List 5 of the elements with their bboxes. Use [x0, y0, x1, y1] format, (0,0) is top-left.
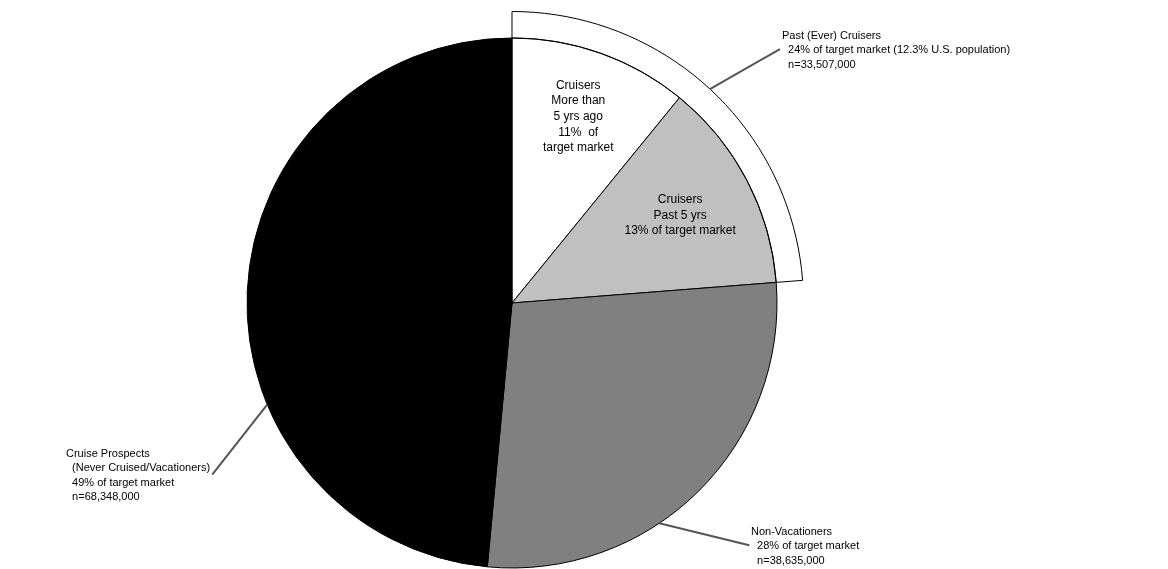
slice-label: Cruise Prospects (Never Cruised/Vacationers) 49% of target market n=68,348,000: [66, 447, 211, 502]
slice-label: Cruisers More than 5 yrs ago 11% of target market: [542, 77, 615, 155]
slice-label: Cruisers Past 5 yrs 13% of target market: [624, 192, 737, 238]
slice-label: Non-Vacationers 28% of target market n=38,635,000: [751, 525, 860, 566]
text: Past (Ever) Cruisers 24% of target market (12.3% U.S. population) n=33,507,000: [782, 29, 1011, 70]
